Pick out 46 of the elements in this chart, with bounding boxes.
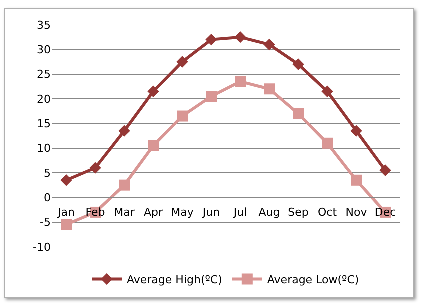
point [322,138,333,149]
y-tick-label: -10 [33,240,51,254]
point [235,76,246,88]
x-tick-label: Jul [232,206,248,219]
legend-label: Average Low(ºC) [267,274,360,287]
point [177,110,188,122]
point [380,164,392,176]
point [351,174,362,186]
point [206,34,218,46]
point [148,86,160,98]
point [118,125,130,137]
point [292,58,304,70]
y-tick-label: 15 [37,118,51,131]
x-tick-label: Apr [144,206,164,219]
point [148,140,159,152]
point [322,86,334,98]
x-tick-label: Jun [202,206,220,219]
point [264,84,275,95]
x-tick-label: May [171,206,194,219]
y-tick-label: 5 [44,166,51,180]
point [206,91,217,102]
y-tick-label: 25 [37,68,51,82]
x-tick-label: Oct [318,206,338,219]
point [264,38,276,51]
point [90,162,102,174]
y-tick-label: 20 [37,92,51,106]
point [176,56,188,68]
legend-label: Average High(ºC) [127,274,222,287]
point [119,180,130,191]
x-tick-label: Dec [374,206,396,219]
y-tick-label: -5 [40,216,51,230]
x-tick-label: Jan [57,206,75,219]
x-tick-label: Sep [288,206,309,219]
point [60,174,72,186]
point [234,31,246,44]
y-tick-label: 35 [37,18,51,32]
point [293,108,304,120]
x-tick-label: Aug [258,206,280,219]
x-tick-label: Nov [346,206,368,219]
point [61,219,72,230]
y-tick-label: 10 [37,142,51,156]
x-tick-label: Mar [114,206,136,219]
y-tick-label: 0 [44,192,51,205]
y-tick-label: 30 [37,44,51,57]
x-tick-label: Feb [86,206,106,219]
point [350,125,362,137]
